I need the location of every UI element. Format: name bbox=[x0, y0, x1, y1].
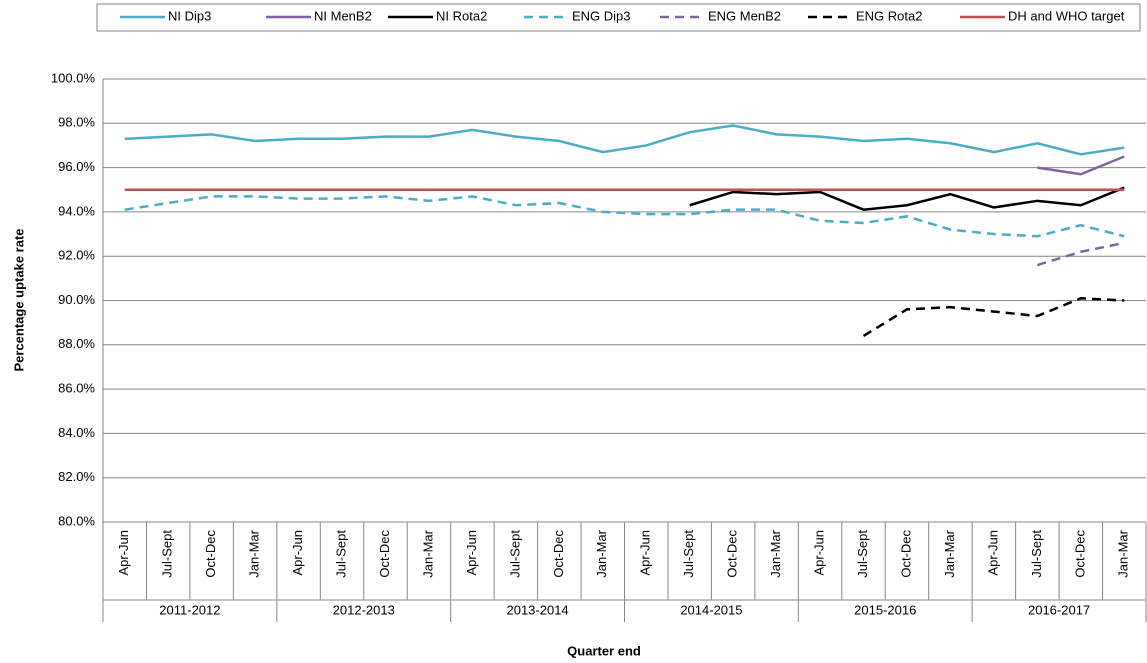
series-line bbox=[862, 297, 1125, 338]
x-axis-label: Quarter end bbox=[567, 643, 641, 658]
y-tick-label: 92.0% bbox=[58, 248, 95, 263]
x-tick-label: Apr-Jun bbox=[290, 530, 305, 576]
x-tick-label: Apr-Jun bbox=[116, 530, 131, 576]
x-tick-label: Jan-Mar bbox=[594, 529, 609, 577]
x-tick-label: Jul-Sept bbox=[681, 530, 696, 578]
legend-label: ENG Rota2 bbox=[856, 8, 922, 23]
x-tick-label: Apr-Jun bbox=[638, 530, 653, 576]
legend-label: NI Dip3 bbox=[168, 8, 211, 23]
y-tick-label: 82.0% bbox=[58, 469, 95, 484]
category-group-label: 2011-2012 bbox=[159, 602, 220, 617]
y-tick-label: 80.0% bbox=[58, 513, 95, 528]
x-tick-label: Jul-Sept bbox=[855, 530, 870, 578]
y-tick-label: 98.0% bbox=[58, 115, 95, 130]
y-tick-label: 90.0% bbox=[58, 292, 95, 307]
legend-label: NI MenB2 bbox=[314, 8, 372, 23]
series-line bbox=[1036, 241, 1125, 267]
series-line bbox=[689, 186, 1125, 211]
x-tick-label: Jul-Sept bbox=[333, 530, 348, 578]
y-tick-label: 84.0% bbox=[58, 425, 95, 440]
series-line bbox=[124, 195, 1125, 238]
y-axis-label: Percentage uptake rate bbox=[11, 228, 26, 371]
x-tick-label: Oct-Dec bbox=[898, 530, 913, 578]
category-group-label: 2012-2013 bbox=[333, 602, 395, 617]
legend-label: ENG Dip3 bbox=[572, 8, 631, 23]
x-tick-label: Jul-Sept bbox=[1029, 530, 1044, 578]
legend-label: ENG MenB2 bbox=[708, 8, 781, 23]
x-tick-label: Apr-Jun bbox=[464, 530, 479, 576]
y-tick-label: 86.0% bbox=[58, 381, 95, 396]
x-tick-label: Oct-Dec bbox=[725, 530, 740, 578]
legend-box bbox=[96, 3, 1141, 32]
x-tick-label: Jan-Mar bbox=[247, 529, 262, 577]
x-tick-label: Apr-Jun bbox=[985, 530, 1000, 576]
x-tick-label: Oct-Dec bbox=[203, 530, 218, 578]
x-tick-label: Jan-Mar bbox=[942, 529, 957, 577]
x-tick-label: Jul-Sept bbox=[507, 530, 522, 578]
series-line bbox=[124, 124, 1125, 156]
category-group-label: 2013-2014 bbox=[506, 602, 568, 617]
y-tick-label: 100.0% bbox=[51, 70, 96, 85]
x-tick-label: Jan-Mar bbox=[1116, 529, 1131, 577]
category-group-label: 2016-2017 bbox=[1028, 602, 1090, 617]
x-tick-label: Apr-Jun bbox=[812, 530, 827, 576]
x-tick-label: Jan-Mar bbox=[420, 529, 435, 577]
x-tick-label: Jul-Sept bbox=[160, 530, 175, 578]
y-tick-label: 96.0% bbox=[58, 159, 95, 174]
x-tick-label: Oct-Dec bbox=[377, 530, 392, 578]
legend-label: DH and WHO target bbox=[1008, 8, 1125, 23]
x-tick-label: Jan-Mar bbox=[768, 529, 783, 577]
x-tick-label: Oct-Dec bbox=[551, 530, 566, 578]
category-group-label: 2015-2016 bbox=[854, 602, 916, 617]
y-tick-label: 94.0% bbox=[58, 203, 95, 218]
category-group-label: 2014-2015 bbox=[680, 602, 742, 617]
y-tick-label: 88.0% bbox=[58, 336, 95, 351]
series-line bbox=[1037, 155, 1125, 176]
x-tick-label: Oct-Dec bbox=[1072, 530, 1087, 578]
legend-label: NI Rota2 bbox=[436, 8, 487, 23]
